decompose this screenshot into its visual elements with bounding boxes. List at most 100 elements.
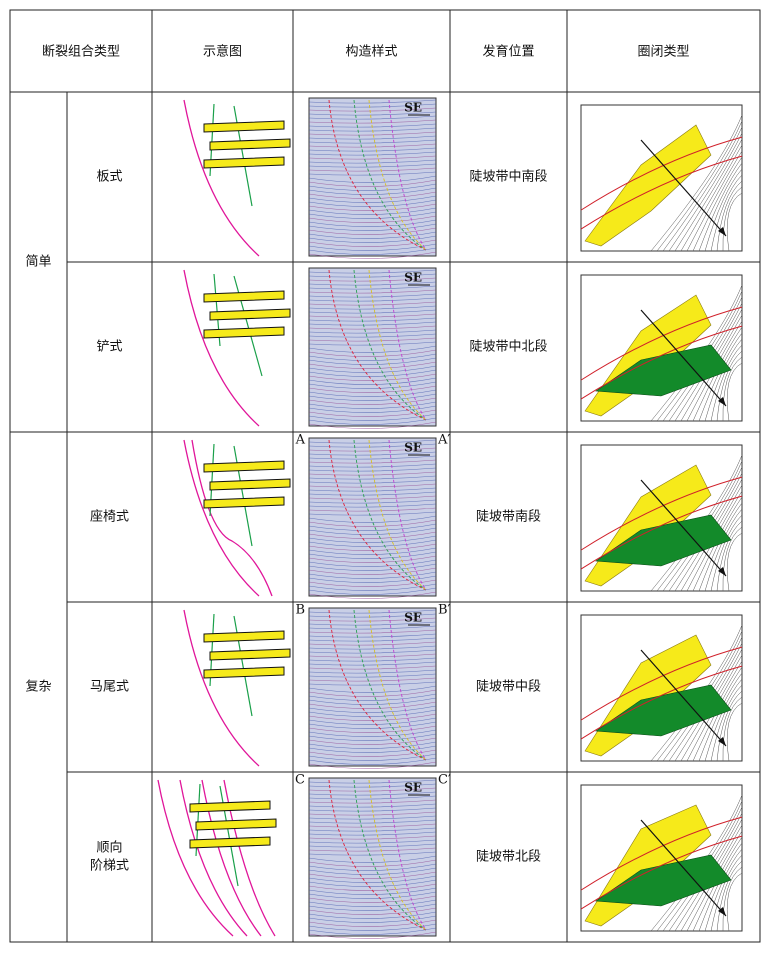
reflector [308,207,437,215]
reflector [308,345,437,353]
reflector [308,487,437,492]
reflector [308,547,437,555]
reflector [308,587,437,595]
reflector [308,737,437,745]
reflector [308,451,437,456]
reflector [308,665,437,670]
reflector [308,511,437,516]
strata-bar [203,496,285,509]
section-label: A′ [437,433,450,448]
reflector [308,725,437,733]
fault-trace [580,136,743,211]
contour [710,684,743,762]
reflector [308,847,437,852]
development-position: 陡坡带中段 [476,680,541,695]
reflector [308,673,437,678]
map-arrow-head [718,737,726,746]
reflector [308,705,437,713]
reflector [308,179,437,187]
reflector [308,215,437,223]
reflector [308,899,437,907]
fault-line [183,269,260,427]
reflector [308,325,437,330]
strata-bar [209,308,291,321]
reflector [308,753,437,761]
reflector [308,495,437,500]
reflector [308,677,437,682]
map-arrow [640,649,727,747]
structure-type: 板式 [96,170,122,185]
trap-green [595,344,732,397]
reflector [308,301,437,306]
reflector [308,693,437,701]
reflector [308,499,437,504]
reflector [308,273,437,278]
reflector [308,657,437,662]
contour [650,794,743,932]
contour [650,624,743,762]
reflector [308,815,437,820]
trap-map [580,274,743,422]
reflector [308,417,437,425]
strata-bar [203,666,285,679]
reflector [308,285,437,290]
section-label: SE [404,781,422,795]
reflector [308,277,437,282]
reflector [308,475,437,480]
structure-type: 座椅式 [90,510,129,525]
header-cell: 构造样式 [345,45,397,60]
reflector [308,625,437,630]
reflector [308,385,437,393]
reflector [308,855,437,863]
section-label: SE [404,611,422,625]
seismic-image [308,437,437,597]
section-label: B′ [438,603,451,618]
reflector [308,251,437,259]
reflector [308,867,437,875]
contour [716,520,743,592]
fault-trace [388,609,427,761]
reflector [308,761,437,769]
reflector [308,269,437,274]
reflector [308,119,437,124]
fault-trace [580,155,743,230]
reflector [308,365,437,373]
fault-trace [328,99,427,251]
reflector [308,115,437,120]
group-label: 复杂 [25,680,51,695]
reflector [308,235,437,243]
reflector [308,709,437,717]
reflector [308,337,437,342]
reflector [308,479,437,484]
minor-fault [233,105,253,207]
map-arrow [640,309,727,407]
map-arrow-head [718,567,726,576]
reflector [308,669,437,674]
reflector [308,515,437,523]
reflector [308,887,437,895]
reflector [308,349,437,357]
seismic-image [308,777,437,937]
reflector [308,199,437,207]
reflector [308,421,437,429]
reflector [308,455,437,460]
reflector [308,535,437,543]
reflector [308,231,437,239]
map-arrow [640,819,727,917]
contour [662,126,743,252]
fault-trace [388,439,427,591]
reflector [308,851,437,856]
contour [722,526,743,592]
reflector [308,843,437,848]
reflector [308,321,437,326]
fault-sketch [183,609,291,767]
reflector [308,911,437,919]
reflector [308,443,437,448]
reflector [308,143,437,148]
reflector [308,175,437,183]
fault-trace [388,779,427,931]
seismic-section: SE [308,97,437,259]
reflector [308,927,437,935]
reflector [308,721,437,729]
reflector [308,163,437,168]
